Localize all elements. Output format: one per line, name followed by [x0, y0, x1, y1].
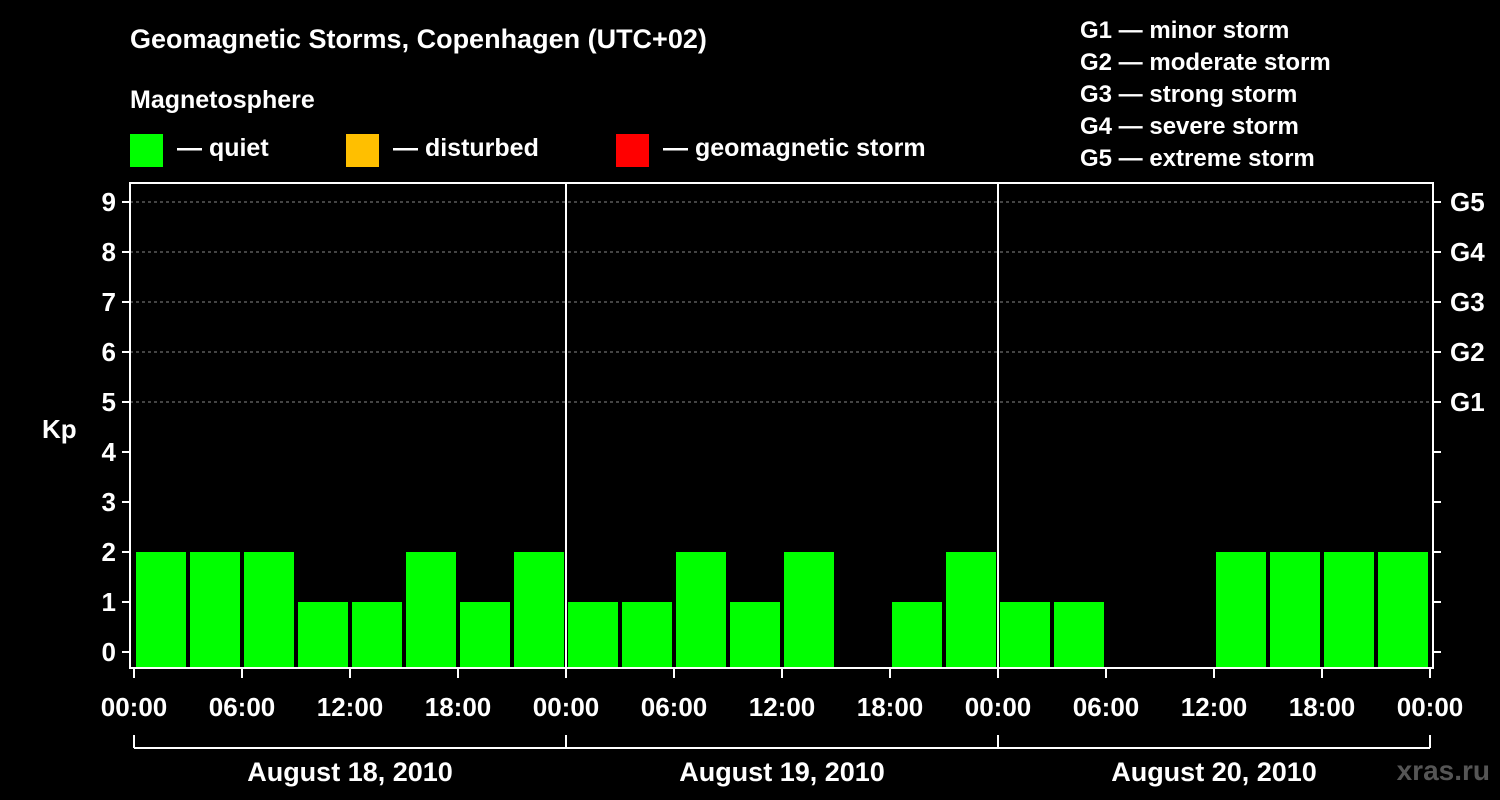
g-level-item: G4 — severe storm: [1080, 113, 1299, 140]
kp-bar: [1270, 552, 1320, 668]
y-tick-label: 6: [102, 337, 116, 367]
kp-bar: [1378, 552, 1428, 668]
date-label: August 18, 2010: [247, 757, 453, 787]
y-tick-label: 3: [102, 487, 116, 517]
kp-bar: [244, 552, 294, 668]
g-axis-label: G4: [1450, 237, 1485, 267]
y-tick-label: 9: [102, 187, 116, 217]
kp-bar: [136, 552, 186, 668]
y-tick-label: 2: [102, 537, 116, 567]
x-tick-label: 18:00: [1289, 692, 1356, 722]
g-level-item: G3 — strong storm: [1080, 81, 1298, 108]
kp-bar: [568, 602, 618, 668]
date-label: August 20, 2010: [1111, 757, 1317, 787]
g-level-item: G2 — moderate storm: [1080, 49, 1331, 76]
legend-swatch-storm: [616, 134, 649, 167]
y-tick-label: 7: [102, 287, 116, 317]
kp-bar: [622, 602, 672, 668]
x-tick-label: 00:00: [533, 692, 600, 722]
x-tick-label: 12:00: [1181, 692, 1248, 722]
x-tick-label: 18:00: [857, 692, 924, 722]
x-tick-label: 00:00: [1397, 692, 1464, 722]
x-tick-label: 06:00: [641, 692, 708, 722]
kp-bar: [892, 602, 942, 668]
y-tick-label: 5: [102, 387, 116, 417]
x-tick-label: 00:00: [965, 692, 1032, 722]
kp-bar: [460, 602, 510, 668]
y-tick-label: 8: [102, 237, 116, 267]
x-tick-label: 06:00: [1073, 692, 1140, 722]
legend-label-storm: — geomagnetic storm: [663, 134, 926, 162]
x-tick-label: 18:00: [425, 692, 492, 722]
kp-bar: [406, 552, 456, 668]
g-level-item: G1 — minor storm: [1080, 17, 1290, 44]
y-tick-label: 1: [102, 587, 116, 617]
x-tick-label: 12:00: [317, 692, 384, 722]
kp-bar: [1216, 552, 1266, 668]
kp-bar: [1000, 602, 1050, 668]
kp-bar: [298, 602, 348, 668]
chart-title: Geomagnetic Storms, Copenhagen (UTC+02): [130, 24, 707, 54]
legend-label-disturbed: — disturbed: [393, 134, 539, 162]
legend-label-quiet: — quiet: [177, 134, 269, 162]
y-tick-label: 4: [102, 437, 117, 467]
kp-bar: [352, 602, 402, 668]
kp-bar: [784, 552, 834, 668]
magnetosphere-heading: Magnetosphere: [130, 86, 315, 114]
kp-bar: [190, 552, 240, 668]
legend-swatch-quiet: [130, 134, 163, 167]
kp-bar: [1324, 552, 1374, 668]
x-tick-label: 06:00: [209, 692, 276, 722]
x-tick-label: 12:00: [749, 692, 816, 722]
x-tick-label: 00:00: [101, 692, 168, 722]
watermark: xras.ru: [1396, 755, 1490, 786]
legend-swatch-disturbed: [346, 134, 379, 167]
g-axis-label: G1: [1450, 387, 1485, 417]
y-tick-label: 0: [102, 637, 116, 667]
date-label: August 19, 2010: [679, 757, 885, 787]
g-axis-label: G3: [1450, 287, 1485, 317]
kp-bar: [730, 602, 780, 668]
g-axis-label: G2: [1450, 337, 1485, 367]
kp-bar: [514, 552, 564, 668]
g-level-legend: G1 — minor storm G2 — moderate storm G3 …: [1080, 15, 1331, 175]
y-axis-label: Kp: [42, 414, 77, 444]
kp-bar: [946, 552, 996, 668]
g-axis-label: G5: [1450, 187, 1485, 217]
kp-bar: [676, 552, 726, 668]
g-level-item: G5 — extreme storm: [1080, 145, 1315, 172]
kp-bar: [1054, 602, 1104, 668]
